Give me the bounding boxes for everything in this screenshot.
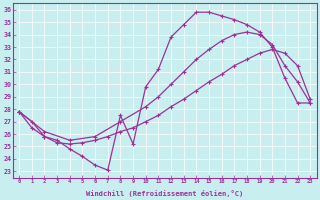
X-axis label: Windchill (Refroidissement éolien,°C): Windchill (Refroidissement éolien,°C) <box>86 190 243 197</box>
